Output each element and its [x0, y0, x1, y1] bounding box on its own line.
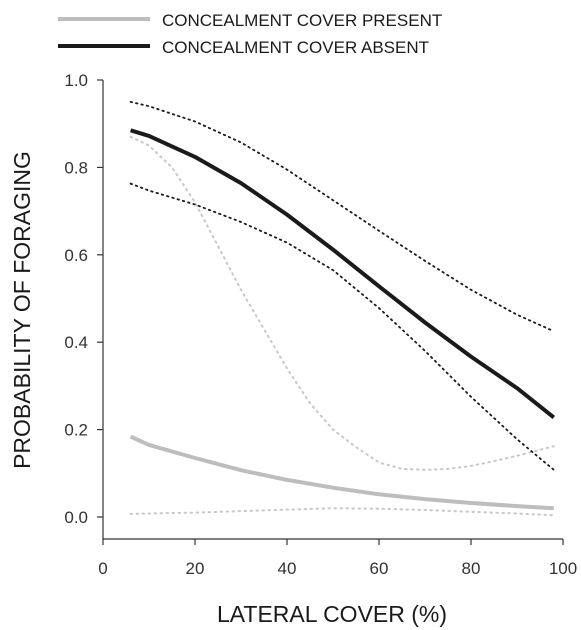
- y-tick-label: 0.4: [64, 333, 88, 352]
- ci-lower-absent: [129, 182, 555, 471]
- y-tick-label: 0.0: [64, 508, 88, 527]
- series-line-absent: [130, 128, 556, 419]
- ci-upper-absent: [129, 101, 555, 333]
- x-tick-label: 60: [370, 559, 389, 578]
- x-tick-label: 100: [549, 559, 577, 578]
- y-axis-title: PROBABILITY OF FORAGING: [9, 151, 35, 469]
- ci-upper-present: [129, 135, 555, 471]
- x-tick-label: 40: [278, 559, 297, 578]
- x-tick-label: 0: [98, 559, 107, 578]
- x-tick-label: 80: [462, 559, 481, 578]
- x-axis-title: LATERAL COVER (%): [217, 601, 447, 627]
- y-tick-label: 0.2: [64, 421, 88, 440]
- series-lines: [129, 128, 556, 511]
- legend-label-absent: CONCEALMENT COVER ABSENT: [162, 38, 429, 57]
- confidence-bands: [129, 101, 555, 517]
- ticks: 0 20 40 60 80 100 0.0 0.2 0.4 0.6 0.8 1.0: [64, 71, 577, 578]
- y-tick-label: 1.0: [64, 71, 88, 90]
- axes: [102, 80, 563, 540]
- y-tick-label: 0.6: [64, 246, 88, 265]
- ci-lower-present: [129, 507, 555, 517]
- series-line-present: [129, 434, 554, 511]
- legend: CONCEALMENT COVER PRESENT CONCEALMENT CO…: [58, 11, 442, 57]
- legend-label-present: CONCEALMENT COVER PRESENT: [162, 11, 442, 30]
- y-tick-label: 0.8: [64, 158, 88, 177]
- x-tick-label: 20: [186, 559, 205, 578]
